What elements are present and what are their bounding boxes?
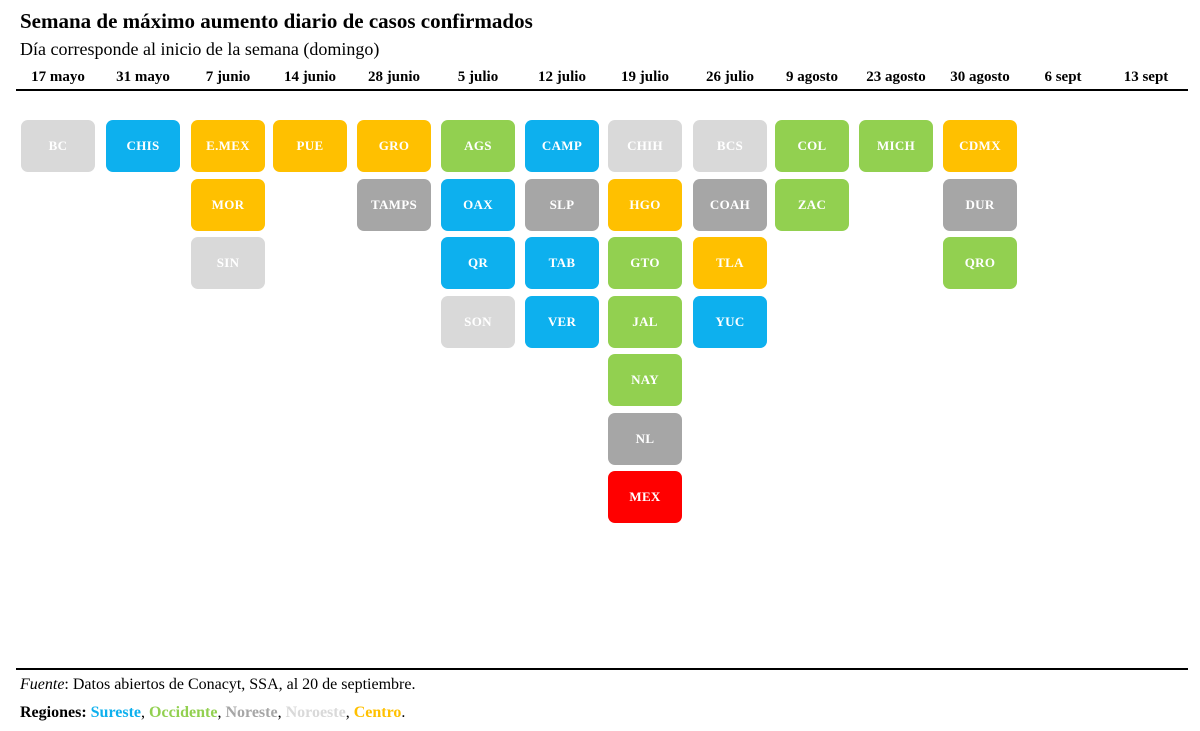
state-tile-son: SON xyxy=(441,296,515,348)
legend-separator: , xyxy=(141,704,150,721)
state-tile-nay: NAY xyxy=(608,354,682,406)
legend-separator: , xyxy=(217,704,226,721)
source-text: : Datos abiertos de Conacyt, SSA, al 20 … xyxy=(64,676,416,693)
state-tile-emex: E.MEX xyxy=(191,120,265,172)
legend-label: Regiones: xyxy=(20,704,87,721)
state-tile-jal: JAL xyxy=(608,296,682,348)
week-label: 6 sept xyxy=(1044,69,1082,85)
state-tile-col: COL xyxy=(775,120,849,172)
legend-separator: , xyxy=(277,704,286,721)
state-tile-bcs: BCS xyxy=(693,120,767,172)
state-tile-mor: MOR xyxy=(191,179,265,231)
week-label: 9 agosto xyxy=(785,69,839,85)
legend-item-noroeste: Noroeste xyxy=(285,704,346,721)
legend-item-centro: Centro xyxy=(353,704,402,721)
week-label: 7 junio xyxy=(205,69,251,85)
state-tile-mich: MICH xyxy=(859,120,933,172)
state-tile-hgo: HGO xyxy=(608,179,682,231)
state-tile-pue: PUE xyxy=(273,120,347,172)
legend-separator: , xyxy=(345,704,354,721)
source-note: Fuente: Datos abiertos de Conacyt, SSA, … xyxy=(20,676,415,694)
footer-rule xyxy=(16,668,1188,670)
state-tile-mex: MEX xyxy=(608,471,682,523)
state-tile-qro: QRO xyxy=(943,237,1017,289)
region-legend: Regiones: Sureste, Occidente, Noreste, N… xyxy=(20,704,405,722)
state-tile-oax: OAX xyxy=(441,179,515,231)
state-tile-nl: NL xyxy=(608,413,682,465)
state-tile-zac: ZAC xyxy=(775,179,849,231)
chart-subtitle: Día corresponde al inicio de la semana (… xyxy=(20,39,380,59)
state-tile-coah: COAH xyxy=(693,179,767,231)
week-label: 26 julio xyxy=(706,69,754,85)
state-tile-gto: GTO xyxy=(608,237,682,289)
state-tile-sin: SIN xyxy=(191,237,265,289)
state-tile-tamps: TAMPS xyxy=(357,179,431,231)
week-header-row: 17 mayo 31 mayo 7 junio 14 junio 28 junio 5 j… xyxy=(0,69,1200,89)
state-tile-tla: TLA xyxy=(693,237,767,289)
state-tile-bc: BC xyxy=(21,120,95,172)
state-tile-cdmx: CDMX xyxy=(943,120,1017,172)
legend-item-noreste: Noreste xyxy=(225,704,278,721)
week-label: 12 julio xyxy=(538,69,586,85)
source-label: Fuente xyxy=(20,676,65,693)
state-tile-chih: CHIH xyxy=(608,120,682,172)
state-tile-camp: CAMP xyxy=(525,120,599,172)
week-label: 28 junio xyxy=(367,69,421,85)
legend-item-sureste: Sureste xyxy=(90,704,142,721)
state-tile-chis: CHIS xyxy=(106,120,180,172)
week-label: 17 mayo xyxy=(31,69,85,85)
legend-item-occidente: Occidente xyxy=(149,704,218,721)
legend-separator: . xyxy=(401,704,406,721)
header-rule xyxy=(16,89,1188,91)
state-tile-qr: QR xyxy=(441,237,515,289)
week-label: 23 agosto xyxy=(866,69,926,85)
state-tile-slp: SLP xyxy=(525,179,599,231)
state-tile-tab: TAB xyxy=(525,237,599,289)
state-tile-ver: VER xyxy=(525,296,599,348)
week-label: 14 junio xyxy=(283,69,337,85)
state-tile-yuc: YUC xyxy=(693,296,767,348)
chart-title: Semana de máximo aumento diario de casos… xyxy=(20,9,533,33)
week-label: 31 mayo xyxy=(116,69,170,85)
week-label: 13 sept xyxy=(1123,69,1169,85)
state-tile-gro: GRO xyxy=(357,120,431,172)
week-label: 30 agosto xyxy=(950,69,1010,85)
state-tile-dur: DUR xyxy=(943,179,1017,231)
week-label: 5 julio xyxy=(457,69,499,85)
week-label: 19 julio xyxy=(621,69,669,85)
state-tile-ags: AGS xyxy=(441,120,515,172)
